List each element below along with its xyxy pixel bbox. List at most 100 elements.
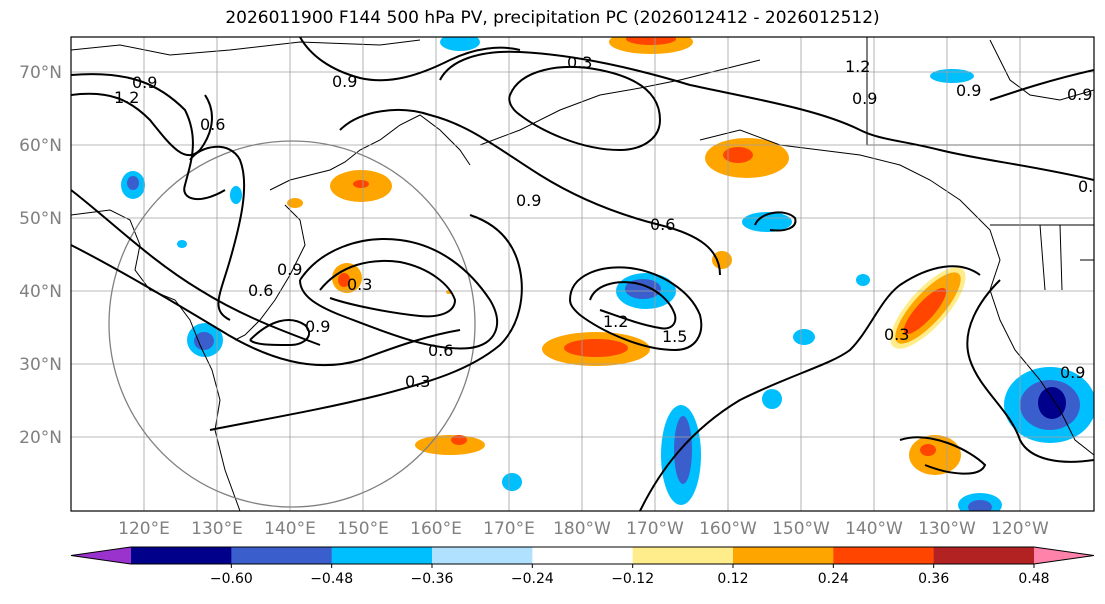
pos-precip-core	[920, 444, 936, 456]
coastline-arctic	[71, 39, 421, 56]
pv-contour	[249, 319, 310, 347]
pv-contour	[71, 189, 321, 346]
colorbar-segment	[632, 547, 734, 564]
latitude-labels: 70°N 60°N 50°N 40°N 30°N 20°N	[19, 63, 62, 448]
colorbar-tick-label: −0.48	[310, 571, 353, 587]
pv-contour	[639, 265, 981, 511]
pv-contour	[71, 92, 213, 157]
pv-contour	[209, 214, 523, 431]
lon-label: 180°W	[553, 519, 611, 539]
colorbar: −0.60 −0.48 −0.36 −0.24 −0.12 0.12 0.24 0.36 0.4…	[70, 546, 1095, 587]
contour-label: 0.3	[567, 53, 592, 72]
colorbar-segment	[532, 547, 634, 564]
lon-label: 130°W	[918, 519, 976, 539]
lat-label: 60°N	[19, 136, 62, 156]
lat-label: 20°N	[19, 428, 62, 448]
pv-contour	[569, 266, 703, 352]
coastline-japan	[234, 204, 306, 341]
pos-precip-patch	[287, 198, 303, 208]
colorbar-extend-low	[71, 547, 131, 564]
pv-contour	[589, 281, 677, 330]
pos-precip-patch	[415, 435, 485, 455]
lat-label: 70°N	[19, 63, 62, 83]
contour-label: 0.9	[277, 260, 302, 279]
lat-label: 40°N	[19, 282, 62, 302]
contour-labels: 0.9 1.2 0.6 0.9 0.3 0.9 1.2 0.9 0.6 0.6 …	[114, 53, 1103, 391]
precipitation-shading	[121, 37, 1094, 511]
pos-precip-core	[626, 37, 676, 45]
coastline-north-america	[699, 129, 1094, 456]
contour-label: 0.3	[884, 325, 909, 344]
neg-precip-patch	[793, 329, 815, 345]
pos-precip-core	[564, 339, 628, 357]
colorbar-tick-label: 0.48	[1018, 571, 1049, 587]
state-borders	[1039, 224, 1094, 291]
neg-precip-core	[625, 279, 661, 299]
coastlines	[71, 37, 1094, 511]
contour-label: 0.9	[1067, 85, 1092, 104]
lat-label: 30°N	[19, 355, 62, 375]
contour-label: 0.9	[852, 89, 877, 108]
pv-contour	[439, 50, 1094, 181]
pv-contour	[319, 259, 457, 318]
colorbar-tick-label: −0.36	[411, 571, 454, 587]
colorbar-tick-label: 0.36	[918, 571, 949, 587]
colorbar-segment	[432, 547, 533, 564]
neg-precip-core	[1038, 387, 1066, 419]
colorbar-tick-label: 0.12	[717, 571, 748, 587]
neg-precip-patch	[856, 274, 870, 286]
contour-label: 1.2	[114, 88, 139, 107]
pos-precip-core	[903, 287, 947, 335]
lat-label: 50°N	[19, 209, 62, 229]
pv-contour	[989, 69, 1094, 101]
pos-precip-core	[353, 180, 369, 188]
contour-label: 1.5	[662, 327, 687, 346]
contour-label: 0.3	[347, 275, 372, 294]
pv-contours	[71, 37, 1094, 511]
neg-precip-patch	[440, 37, 480, 51]
contour-label: 0.9	[305, 317, 330, 336]
pv-contour	[508, 66, 662, 152]
pv-contour	[299, 37, 521, 82]
colorbar-extend-high	[1034, 547, 1094, 564]
neg-precip-patch	[930, 69, 974, 83]
lon-label: 140°W	[845, 519, 903, 539]
pos-precip-core	[451, 435, 467, 445]
pv-contour	[189, 145, 246, 321]
longitude-labels: 120°E 130°E 140°E 150°E 160°E 170°E 180°…	[118, 519, 1049, 539]
pv-contour	[299, 238, 499, 350]
pos-precip-patch	[909, 435, 961, 475]
contour-label: 0.6	[248, 281, 273, 300]
contour-label: 0.6	[1078, 177, 1103, 196]
contour-label: 1.2	[845, 57, 870, 76]
contour-label: 0.9	[332, 72, 357, 91]
colorbar-segment	[231, 547, 333, 564]
colorbar-segment	[733, 547, 834, 564]
lon-label: 150°W	[772, 519, 830, 539]
lon-label: 140°E	[264, 519, 316, 539]
lon-label: 130°E	[191, 519, 243, 539]
colorbar-outline	[70, 546, 1095, 565]
map-frame	[70, 36, 1095, 512]
coastline-asia	[71, 209, 241, 511]
neg-precip-patch	[762, 389, 782, 409]
pos-precip-core	[723, 147, 753, 163]
pos-precip-patch	[712, 251, 732, 269]
colorbar-segment	[331, 547, 433, 564]
neg-precip-core	[674, 416, 692, 484]
contour-label: 0.9	[956, 81, 981, 100]
pv-contour	[899, 436, 987, 475]
pv-contour	[754, 211, 797, 232]
neg-precip-patch	[230, 186, 242, 204]
contour-label: 0.3	[405, 372, 430, 391]
contour-label: 1.2	[603, 312, 628, 331]
colorbar-tick-label: 0.24	[818, 571, 849, 587]
colorbar-segment	[833, 547, 935, 564]
neg-precip-core	[968, 500, 992, 511]
contour-label: 0.9	[1060, 363, 1085, 382]
contour-label: 0.9	[132, 73, 157, 92]
lon-label: 120°W	[991, 519, 1049, 539]
neg-precip-patch	[742, 212, 792, 232]
colorbar-segment	[131, 547, 232, 564]
